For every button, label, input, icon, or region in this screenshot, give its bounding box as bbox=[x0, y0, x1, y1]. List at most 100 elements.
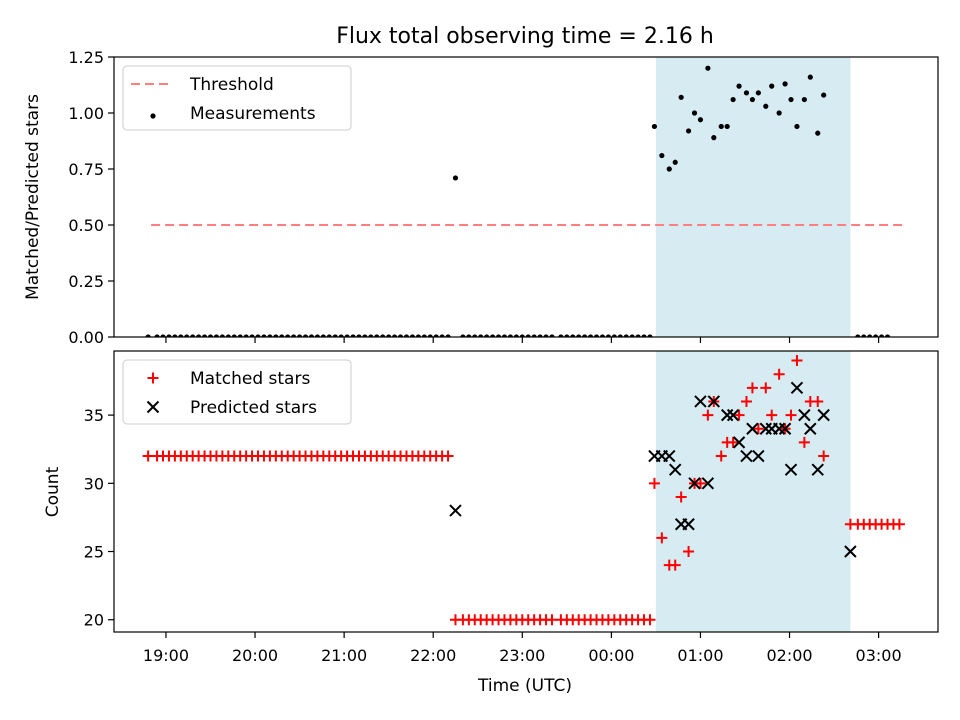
bottom-x-tick-label: 00:00 bbox=[588, 646, 634, 665]
measurement-point bbox=[769, 83, 775, 89]
measurement-point bbox=[160, 334, 166, 337]
top-y-axis-label: Matched/Predicted stars bbox=[23, 94, 43, 300]
bottom-x-tick-label: 21:00 bbox=[321, 646, 367, 665]
measurement-point bbox=[145, 334, 151, 337]
measurement-point bbox=[537, 334, 543, 337]
measurement-point bbox=[873, 334, 879, 337]
predicted-star-point bbox=[746, 422, 759, 435]
measurement-point bbox=[513, 334, 519, 337]
measurement-point bbox=[617, 334, 623, 337]
bottom-y-tick-label: 30 bbox=[84, 474, 104, 493]
measurement-point bbox=[821, 92, 827, 98]
matched-star-point bbox=[669, 559, 681, 571]
measurement-point bbox=[237, 334, 243, 337]
measurement-point bbox=[611, 334, 617, 337]
measurement-point bbox=[495, 334, 502, 337]
measurement-point bbox=[314, 334, 321, 337]
measurement-point bbox=[730, 96, 736, 103]
matched-star-point bbox=[812, 395, 824, 407]
measurement-point bbox=[291, 334, 297, 337]
predicted-star-point bbox=[701, 477, 715, 490]
top-legend-label: Threshold bbox=[189, 75, 274, 95]
predicted-star-point bbox=[669, 463, 682, 476]
measurement-point bbox=[549, 334, 555, 337]
measurement-point bbox=[531, 334, 537, 337]
measurement-point bbox=[285, 334, 291, 337]
measurement-point bbox=[308, 334, 315, 337]
top-axes-frame bbox=[113, 56, 939, 338]
measurement-point bbox=[445, 334, 451, 337]
bottom-x-tick-label: 23:00 bbox=[499, 646, 545, 665]
matched-star-point bbox=[773, 368, 785, 380]
matched-star-point bbox=[798, 436, 810, 448]
measurement-point bbox=[433, 334, 439, 337]
matched-star-point bbox=[644, 614, 656, 626]
measurement-point bbox=[484, 334, 490, 337]
measurement-point bbox=[267, 334, 273, 337]
bottom-data-points bbox=[142, 355, 905, 626]
matched-star-point bbox=[727, 436, 739, 448]
bottom-x-tick-label: 20:00 bbox=[232, 646, 278, 665]
measurement-point bbox=[219, 334, 225, 337]
matched-star-point bbox=[746, 382, 758, 394]
legend-predicted-swatch bbox=[146, 400, 160, 414]
measurement-point bbox=[711, 135, 717, 141]
measurement-point bbox=[386, 334, 392, 337]
measurement-point bbox=[788, 96, 794, 103]
predicted-star-point bbox=[682, 518, 695, 531]
matched-star-point bbox=[702, 409, 714, 421]
measurement-point bbox=[635, 334, 641, 337]
top-y-tick-label: 0.25 bbox=[68, 272, 104, 291]
measurement-point bbox=[724, 123, 730, 130]
measurement-point bbox=[279, 334, 285, 337]
measurement-point bbox=[172, 334, 178, 337]
measurement-point bbox=[472, 334, 478, 337]
measurement-point bbox=[196, 334, 202, 337]
predicted-star-point bbox=[784, 463, 798, 476]
measurement-point bbox=[350, 334, 356, 337]
top-y-tick-label: 0.50 bbox=[68, 216, 104, 235]
measurement-point bbox=[249, 334, 255, 337]
measurement-point bbox=[225, 334, 231, 337]
measurement-point bbox=[705, 65, 711, 71]
matched-star-point bbox=[785, 409, 797, 421]
predicted-star-point bbox=[790, 381, 804, 395]
matched-star-point bbox=[442, 450, 454, 462]
legend-matched-swatch bbox=[147, 372, 159, 384]
measurement-point bbox=[166, 334, 172, 337]
measurement-point bbox=[507, 334, 514, 337]
measurement-point bbox=[582, 334, 588, 337]
matched-star-point bbox=[818, 450, 830, 462]
measurement-point bbox=[878, 334, 885, 337]
measurement-point bbox=[344, 334, 350, 337]
matched-star-point bbox=[740, 395, 752, 407]
matched-star-point bbox=[683, 546, 695, 558]
predicted-star-point bbox=[732, 436, 746, 449]
top-legend-box bbox=[122, 65, 352, 131]
measurement-point bbox=[593, 334, 600, 337]
top-data-points bbox=[145, 65, 891, 337]
measurement-point bbox=[403, 334, 410, 337]
measurement-point bbox=[356, 334, 362, 337]
measurement-point bbox=[794, 123, 800, 130]
top-y-tick-label: 1.25 bbox=[68, 48, 104, 67]
measurement-point bbox=[501, 334, 508, 337]
chart-title: Flux total observing time = 2.16 h bbox=[336, 24, 714, 49]
predicted-star-point bbox=[663, 449, 676, 463]
measurement-point bbox=[415, 334, 421, 337]
measurement-point bbox=[884, 334, 891, 337]
measurement-point bbox=[489, 334, 496, 337]
predicted-star-point bbox=[778, 422, 792, 435]
predicted-star-point bbox=[798, 408, 811, 422]
bottom-x-tick-label: 22:00 bbox=[410, 646, 456, 665]
measurement-point bbox=[867, 334, 873, 337]
measurement-point bbox=[776, 110, 782, 116]
bottom-panel: 20 25 30 35 19:00 20:00 21:00 22:00 23:00 00:00 01… bbox=[84, 350, 939, 665]
measurement-point bbox=[629, 334, 635, 337]
measurement-point bbox=[672, 159, 678, 165]
matched-star-point bbox=[791, 355, 803, 367]
predicted-star-point bbox=[804, 422, 817, 435]
measurement-point bbox=[564, 334, 570, 337]
measurement-point bbox=[439, 334, 445, 337]
measurement-point bbox=[651, 123, 658, 130]
